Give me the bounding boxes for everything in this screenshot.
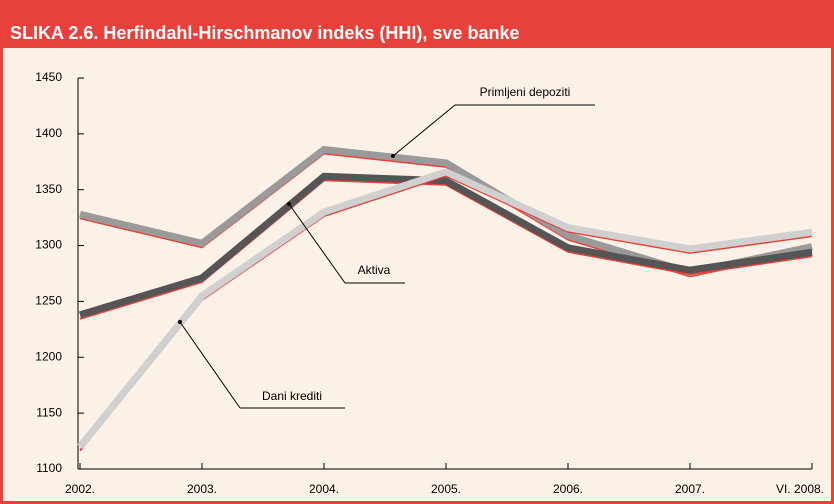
line [78, 172, 813, 319]
line-shadow [79, 179, 813, 320]
y-tick-label: 1350 [35, 182, 62, 196]
series-label: Aktiva [358, 263, 391, 277]
y-tick-label: 1150 [36, 405, 62, 419]
y-tick-label: 1450 [35, 70, 62, 84]
line [77, 168, 813, 449]
x-tick-label: 2006. [553, 482, 583, 496]
y-tick-label: 1200 [35, 349, 62, 363]
x-tick-label: 2003. [187, 482, 217, 496]
series-label: Primljeni depoziti [480, 85, 571, 99]
x-tick-label: 2007. [675, 482, 705, 496]
x-tick-label: 2005. [431, 482, 461, 496]
leader-dot [178, 320, 182, 324]
x-tick-label: 2002. [65, 482, 95, 496]
y-tick-label: 1300 [35, 238, 62, 252]
x-tick-label: VI. 2008. [776, 482, 824, 496]
y-tick-label: 1250 [35, 294, 62, 308]
panel [3, 48, 831, 501]
y-tick-label: 1400 [35, 126, 62, 140]
leader-line [392, 104, 456, 157]
series-label: Dani krediti [262, 389, 322, 403]
leader-line [288, 203, 346, 284]
leader-dot [287, 202, 291, 206]
x-tick-label: 2004. [309, 482, 339, 496]
chart-title: SLIKA 2.6. Herfindahl-Hirschmanov indeks… [10, 23, 519, 43]
leader-line [179, 321, 241, 409]
y-tick-label: 1100 [36, 461, 62, 475]
leader-dot [391, 154, 395, 158]
